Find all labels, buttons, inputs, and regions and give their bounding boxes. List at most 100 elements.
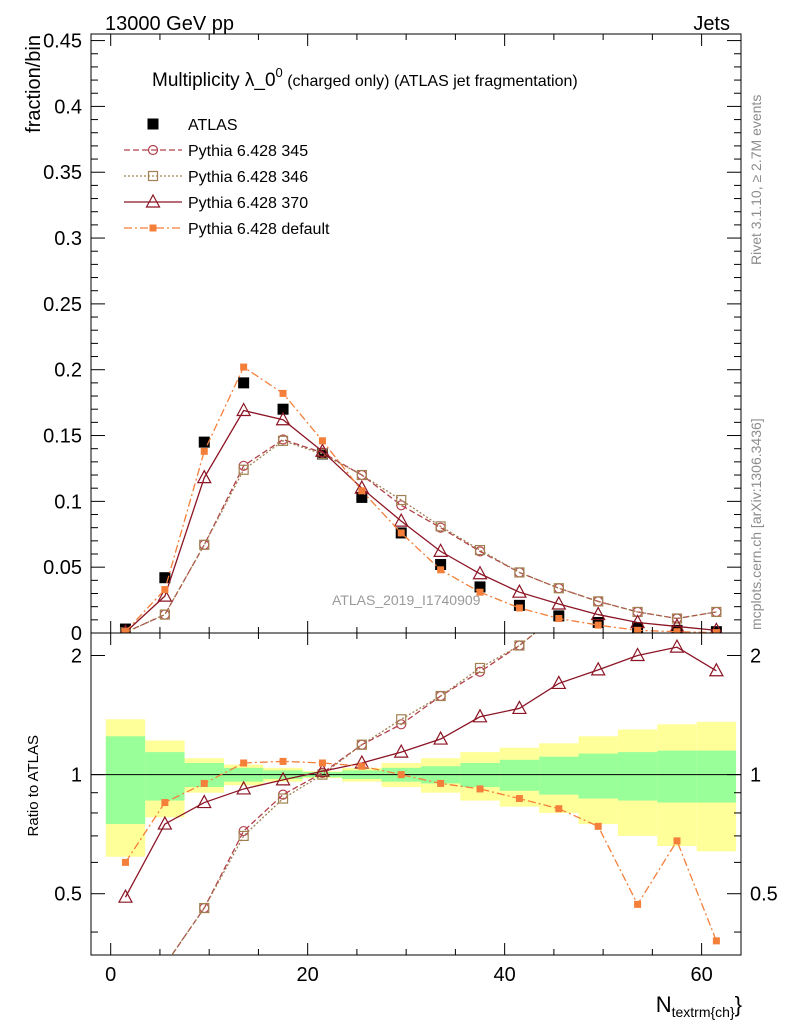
chart-title: Multiplicity λ_00 (charged only) (ATLAS … [152,65,578,91]
x-tick-label: 20 [297,964,319,986]
data-point-ATLAS [356,491,368,503]
ratio-point-pdef [594,822,602,830]
series-layer [117,294,724,970]
ratio-point-p346 [277,793,289,804]
data-point-p345 [553,583,564,594]
data-point-p370 [236,402,252,417]
ratio-point-pdef [318,759,326,767]
data-point-pdef [200,447,208,455]
ratio-point-pdef [240,759,248,767]
data-point-p346 [356,469,367,481]
ratio-panel-series [117,294,724,970]
ratio-point-pdef [161,799,169,807]
legend-marker-p346 [147,170,159,182]
data-point-p346 [593,596,604,607]
data-point-p346 [238,464,249,475]
data-point-pdef [279,389,287,397]
ratio-panel-frame [90,632,742,956]
y-tick-label-ratio-right: 2 [750,646,761,668]
data-point-pdef [358,487,366,495]
analysis-tag: ATLAS_2019_I1740909 [332,592,481,608]
ratio-point-pdef [121,858,129,866]
mcplots-label: mcplots.cern.ch [arXiv:1306.3436] [748,418,764,630]
data-point-p346 [671,613,683,624]
ratio-band-green [499,759,540,791]
y-tick-label-ratio: 1 [71,765,82,787]
ratio-point-p370 [511,700,527,715]
x-axis-label-sub: textrm{ch} [672,1004,735,1020]
data-point-pdef [515,604,523,612]
ratio-point-p345 [672,477,681,486]
data-point-p346 [120,627,131,633]
x-axis-label-tail: } [735,992,742,1017]
ratio-band-green [105,736,146,825]
title-sup: 0 [276,65,283,80]
ratio-band-green [539,756,579,795]
data-point-pdef [712,629,720,633]
data-point-p370 [393,512,409,527]
data-point-p346 [474,544,486,556]
ratio-point-pdef [515,795,523,803]
y-tick-label-main: 0.35 [43,162,82,184]
ratio-band-green [145,752,185,801]
data-point-p346 [553,583,564,594]
y-tick-label-ratio: 0.5 [54,884,82,906]
y-axis-label-main: fraction/bin [23,35,45,133]
x-tick-label: 0 [105,964,116,986]
y-axis-label-ratio: Ratio to ATLAS [25,735,42,836]
ratio-point-p345 [712,294,721,303]
data-point-ATLAS [435,559,447,571]
x-tick-label: 60 [690,964,712,986]
ratio-point-p346 [160,961,169,970]
data-point-p346 [711,606,722,618]
title-main: Multiplicity λ_0 [152,70,276,91]
ratio-point-p370 [314,762,330,777]
data-point-pdef [121,628,129,633]
x-tick-label: 40 [494,964,516,986]
x-axis-label-main: N [656,992,672,1017]
ratio-point-pdef [200,779,208,787]
data-point-pdef [437,566,445,574]
y-tick-label-ratio-right: 1 [750,765,761,787]
ratio-point-p345 [160,961,169,970]
ratio-point-p370 [433,730,449,745]
data-point-p370 [157,587,173,602]
plot-frames [90,33,742,956]
header-right: Jets [693,13,730,35]
data-point-pdef [594,621,602,629]
x-axis-label: Ntextrm{ch}} [656,992,742,1020]
ratio-band-green [578,753,618,799]
ratio-point-p370 [630,647,646,662]
series-line-p346 [125,440,717,633]
y-tick-label-main: 0.15 [43,426,82,448]
ratio-line-p345 [171,633,536,955]
ratio-point-pdef [673,837,681,845]
y-tick-label-main: 0.25 [43,294,82,316]
y-tick-label-main: 0.4 [54,96,82,118]
data-point-pdef [476,588,484,596]
ratio-point-pdef [712,937,720,945]
ratio-point-pdef [634,900,642,908]
ratio-point-p370 [117,888,133,903]
data-point-pdef [397,529,405,537]
y-tick-label-main: 0.05 [43,557,82,579]
data-point-p370 [551,595,567,610]
y-tick-label-main: 0.45 [43,31,82,53]
data-point-p370 [590,606,606,621]
ratio-point-p370 [708,662,724,677]
data-point-p370 [275,411,291,426]
ratio-point-p346 [199,902,210,914]
legend-label-p345: Pythia 6.428 345 [188,143,308,160]
data-point-p346 [435,521,446,532]
data-point-pdef [673,628,681,633]
ratio-point-p345 [633,532,642,541]
ratio-point-p370 [590,661,606,676]
data-point-p346 [317,448,328,460]
ratio-point-p345 [514,640,525,651]
data-point-p370 [511,583,527,598]
ratio-band-green [657,750,697,803]
y-tick-label-ratio-right: 0.5 [750,884,778,906]
legend-marker-pdef [149,224,157,232]
rivet-label: Rivet 3.1.10, ≥ 2.7M events [748,95,764,265]
y-tick-label-main: 0.3 [54,228,82,250]
